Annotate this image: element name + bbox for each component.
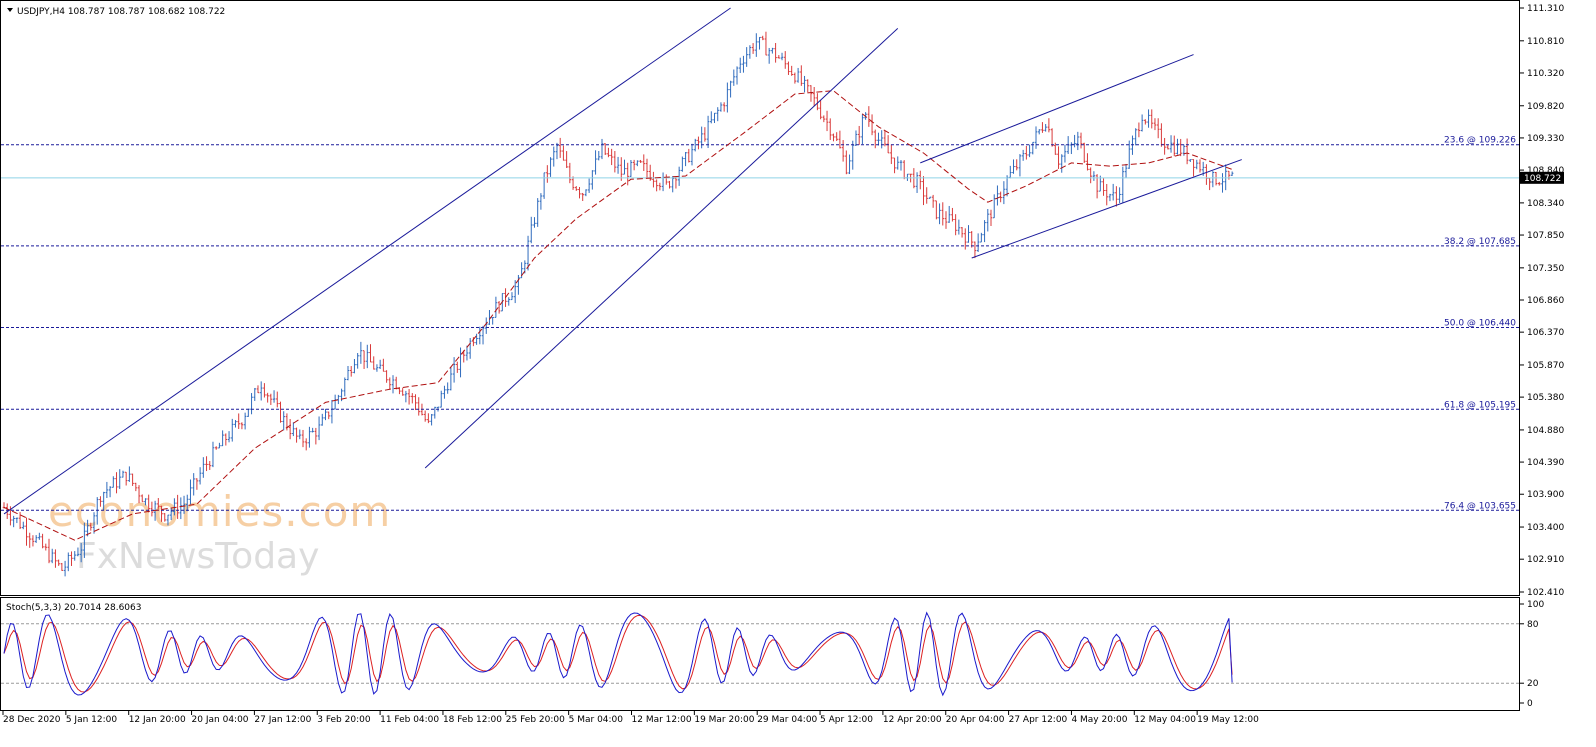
stoch-tick-label: 80 [1527, 620, 1539, 630]
time-tick-label: 20 Jan 04:00 [192, 715, 249, 725]
time-tick-label: 28 Dec 2020 [3, 715, 61, 725]
channel-1-lower[interactable] [424, 27, 899, 469]
stoch-tick-label: 100 [1527, 600, 1544, 610]
dropdown-arrow-icon[interactable] [7, 8, 13, 12]
price-tick-label: 111.310 [1527, 4, 1564, 14]
stoch-panel-frame [0, 597, 1520, 711]
time-tick-label: 3 Feb 20:00 [317, 715, 371, 725]
time-tick-label: 27 Apr 12:00 [1009, 715, 1068, 725]
time-tick-label: 18 Feb 12:00 [443, 715, 502, 725]
price-tick-label: 105.380 [1527, 393, 1564, 403]
current-price-tag [1520, 171, 1564, 184]
stoch-tick-label: 20 [1527, 679, 1539, 689]
price-tick-label: 109.820 [1527, 102, 1564, 112]
stoch-label: Stoch(5,3,3) 20.7014 28.6063 [6, 603, 141, 613]
price-tick-label: 106.370 [1527, 328, 1564, 338]
time-tick-label: 19 May 12:00 [1197, 715, 1259, 725]
watermark-economies: economies.com [48, 487, 391, 536]
fib-level-label: 76.4 @ 103.655 [1444, 501, 1516, 511]
fib-level-label: 61.8 @ 105.195 [1444, 400, 1516, 410]
price-tick-label: 108.840 [1527, 166, 1564, 176]
price-tick-label: 106.860 [1527, 296, 1564, 306]
price-tick-label: 103.400 [1527, 523, 1564, 533]
time-tick-label: 27 Jan 12:00 [254, 715, 311, 725]
price-tick-label: 107.350 [1527, 264, 1564, 274]
channel-2-lower[interactable] [971, 159, 1242, 259]
time-tick-label: 12 Mar 12:00 [632, 715, 692, 725]
time-tick-label: 5 Apr 12:00 [820, 715, 873, 725]
moving-average-line [3, 90, 1233, 541]
fib-level-label: 23.6 @ 109.226 [1444, 136, 1516, 146]
time-tick-label: 12 Apr 20:00 [883, 715, 942, 725]
fib-level-label: 38.2 @ 107.685 [1444, 237, 1516, 247]
symbol-header: USDJPY,H4 108.787 108.787 108.682 108.72… [17, 7, 225, 17]
price-tick-label: 110.810 [1527, 37, 1564, 47]
time-tick-label: 12 Jan 20:00 [129, 715, 186, 725]
time-tick-label: 12 May 04:00 [1134, 715, 1196, 725]
time-tick-label: 5 Mar 04:00 [569, 715, 624, 725]
time-tick-label: 25 Feb 20:00 [506, 715, 565, 725]
price-tick-label: 109.330 [1527, 134, 1564, 144]
channel-1-upper[interactable] [3, 7, 731, 515]
price-tick-label: 105.870 [1527, 361, 1564, 371]
time-tick-label: 20 Apr 04:00 [946, 715, 1005, 725]
stoch-signal-line [3, 614, 1233, 693]
time-tick-label: 4 May 20:00 [1071, 715, 1127, 725]
price-tick-label: 107.850 [1527, 231, 1564, 241]
price-tick-label: 110.320 [1527, 69, 1564, 79]
fib-level-label: 50.0 @ 106.440 [1444, 319, 1516, 329]
channel-2-upper[interactable] [920, 54, 1194, 164]
time-tick-label: 11 Feb 04:00 [380, 715, 439, 725]
price-tick-label: 102.910 [1527, 555, 1564, 565]
time-tick-label: 29 Mar 04:00 [757, 715, 817, 725]
stoch-tick-label: 0 [1527, 699, 1533, 709]
price-tick-label: 103.900 [1527, 490, 1564, 500]
price-tick-label: 104.880 [1527, 426, 1564, 436]
time-tick-label: 19 Mar 20:00 [694, 715, 754, 725]
main-panel-frame [0, 0, 1520, 596]
price-tick-label: 104.390 [1527, 458, 1564, 468]
stoch-main-line [3, 611, 1233, 697]
watermark-fxnewstoday: FxNewsToday [76, 536, 319, 577]
price-tick-label: 102.410 [1527, 588, 1564, 598]
price-tick-label: 108.340 [1527, 199, 1564, 209]
time-tick-label: 5 Jan 12:00 [66, 715, 118, 725]
current-price-label: 108.722 [1524, 174, 1561, 184]
